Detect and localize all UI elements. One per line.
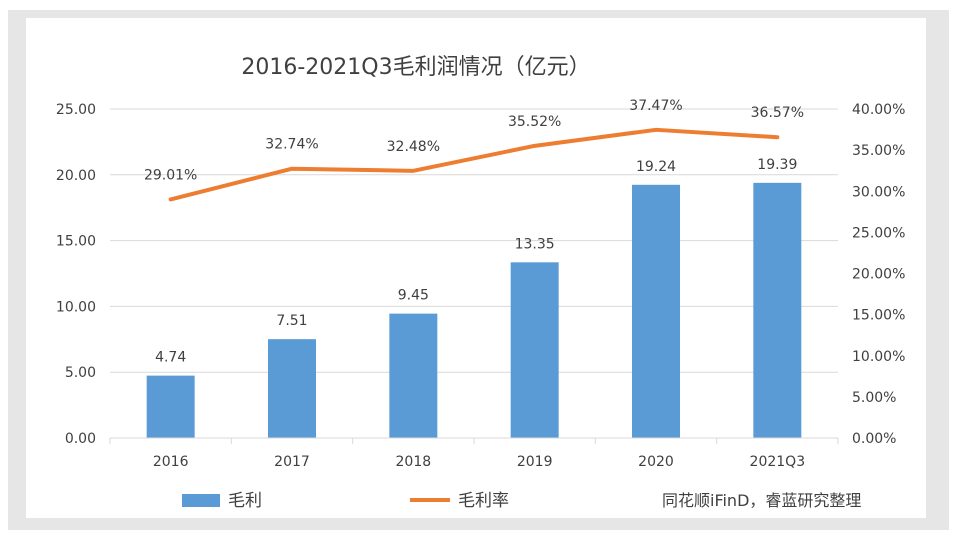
right-tick-label: 30.00% xyxy=(852,184,905,200)
bar-data-label: 19.24 xyxy=(636,159,676,175)
chart-title: 2016-2021Q3毛利润情况（亿元） xyxy=(241,55,590,80)
left-tick-label: 25.00 xyxy=(56,102,96,118)
bar xyxy=(268,339,316,438)
left-tick-label: 20.00 xyxy=(56,168,96,184)
legend-bar-swatch xyxy=(182,494,220,507)
chart-card: 2016-2021Q3毛利润情况（亿元） 0.00 5.00 10.00 15.00 2… xyxy=(26,18,926,518)
legend-bar-label: 毛利 xyxy=(228,491,262,511)
x-tick-label: 2018 xyxy=(396,454,432,470)
legend: 毛利 毛利率 xyxy=(182,491,509,511)
line-series: 29.01% 32.74% 32.48% 35.52% 37.47% 36.57% xyxy=(144,98,804,202)
line-data-label: 36.57% xyxy=(751,105,804,121)
line-path xyxy=(168,127,780,202)
right-tick-label: 5.00% xyxy=(852,390,896,406)
bar-data-label: 7.51 xyxy=(276,313,307,329)
right-axis: 0.00% 5.00% 10.00% 15.00% 20.00% 25.00% 30.00%… xyxy=(852,102,905,447)
bar xyxy=(753,182,802,438)
bar-data-label: 13.35 xyxy=(515,236,555,252)
x-tick-label: 2020 xyxy=(638,454,674,470)
line-data-label: 35.52% xyxy=(508,114,561,130)
source-note: 同花顺iFinD，睿蓝研究整理 xyxy=(662,491,861,510)
right-tick-label: 35.00% xyxy=(852,143,905,159)
x-tick-label: 2016 xyxy=(153,454,189,470)
x-tick-label: 2021Q3 xyxy=(750,454,806,470)
right-tick-label: 40.00% xyxy=(852,102,905,118)
x-tick-label: 2019 xyxy=(517,454,553,470)
line-data-label: 29.01% xyxy=(144,167,197,183)
bar xyxy=(510,262,559,438)
right-tick-label: 20.00% xyxy=(852,267,905,283)
left-axis: 0.00 5.00 10.00 15.00 20.00 25.00 xyxy=(56,102,96,447)
right-tick-label: 10.00% xyxy=(852,349,905,365)
bar-data-label: 4.74 xyxy=(155,350,186,366)
right-tick-label: 15.00% xyxy=(852,308,905,324)
legend-line-label: 毛利率 xyxy=(458,491,509,511)
combo-chart: 2016-2021Q3毛利润情况（亿元） 0.00 5.00 10.00 15.00 2… xyxy=(56,55,905,511)
bar xyxy=(146,375,195,438)
bar-data-label: 9.45 xyxy=(398,288,429,304)
bar-data-label: 19.39 xyxy=(757,157,797,173)
bar xyxy=(632,184,680,438)
bar xyxy=(389,313,438,438)
line-data-label: 37.47% xyxy=(629,98,682,114)
right-tick-label: 25.00% xyxy=(852,225,905,241)
line-data-label: 32.48% xyxy=(387,139,440,155)
left-tick-label: 0.00 xyxy=(65,431,96,447)
line-data-label: 32.74% xyxy=(265,137,318,153)
left-tick-label: 15.00 xyxy=(56,234,96,250)
bar-series: 4.74 7.51 9.45 13.35 19.24 19.39 xyxy=(146,157,802,438)
right-tick-label: 0.00% xyxy=(852,431,896,447)
left-tick-label: 10.00 xyxy=(56,299,96,315)
x-tick-label: 2017 xyxy=(274,454,310,470)
left-tick-label: 5.00 xyxy=(65,365,96,381)
x-axis: 2016 2017 2018 2019 2020 2021Q3 xyxy=(109,437,839,470)
chart-frame: 2016-2021Q3毛利润情况（亿元） 0.00 5.00 10.00 15.00 2… xyxy=(8,10,949,530)
